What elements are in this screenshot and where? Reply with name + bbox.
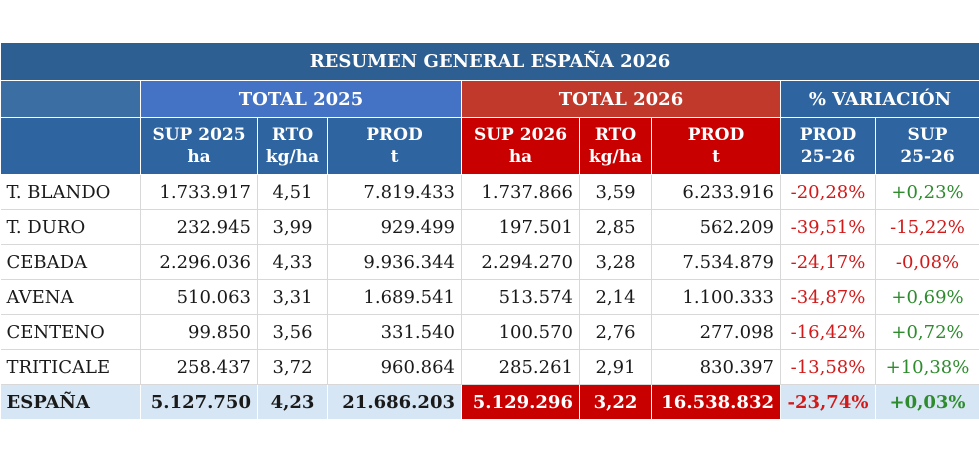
cell-sup-2025: 258.437 xyxy=(140,349,258,385)
cell-prod-2026: 277.098 xyxy=(651,314,781,350)
cell-var-prod: -39,51% xyxy=(780,209,876,245)
cell-rto-2025: 3,99 xyxy=(257,209,328,245)
cell-var-prod: -24,17% xyxy=(780,244,876,280)
cell-rto-2026: 3,59 xyxy=(579,174,652,210)
subheader-var-sup: SUP 25-26 xyxy=(875,117,979,175)
table-row: TRITICALE 258.437 3,72 960.864 285.261 2,91 83… xyxy=(0,349,979,385)
cell-var-sup: +0,23% xyxy=(875,174,979,210)
cell-prod-2026: 562.209 xyxy=(651,209,781,245)
cell-var-sup: -15,22% xyxy=(875,209,979,245)
cell-sup-2025: 1.733.917 xyxy=(140,174,258,210)
subheader-rto-2025: RTO kg/ha xyxy=(257,117,328,175)
cell-rto-2026: 2,76 xyxy=(579,314,652,350)
cell-prod-2025: 929.499 xyxy=(327,209,462,245)
total-sup-2026: 5.129.296 xyxy=(461,384,580,419)
cell-sup-2026: 100.570 xyxy=(461,314,580,350)
cell-sup-2026: 513.574 xyxy=(461,279,580,315)
cell-prod-2025: 9.936.344 xyxy=(327,244,462,280)
cell-var-sup: +0,69% xyxy=(875,279,979,315)
group-header-total-2026: TOTAL 2026 xyxy=(461,80,781,118)
total-var-prod: -23,74% xyxy=(780,384,876,419)
cell-var-prod: -16,42% xyxy=(780,314,876,350)
cell-prod-2025: 1.689.541 xyxy=(327,279,462,315)
cell-prod-2025: 7.819.433 xyxy=(327,174,462,210)
table-row: AVENA 510.063 3,31 1.689.541 513.574 2,14 1.10… xyxy=(0,279,979,315)
subheader-sup-2026: SUP 2026 ha xyxy=(461,117,580,175)
cell-sup-2026: 2.294.270 xyxy=(461,244,580,280)
total-prod-2026: 16.538.832 xyxy=(651,384,781,419)
subheader-rto-2026: RTO kg/ha xyxy=(579,117,652,175)
cell-sup-2025: 2.296.036 xyxy=(140,244,258,280)
subheader-var-prod: PROD 25-26 xyxy=(780,117,876,175)
total-name: ESPAÑA xyxy=(0,384,141,419)
row-name: TRITICALE xyxy=(0,349,141,385)
total-sup-2025: 5.127.750 xyxy=(140,384,258,419)
cell-sup-2026: 285.261 xyxy=(461,349,580,385)
cell-sup-2025: 232.945 xyxy=(140,209,258,245)
cell-prod-2025: 331.540 xyxy=(327,314,462,350)
cell-sup-2025: 510.063 xyxy=(140,279,258,315)
total-rto-2026: 3,22 xyxy=(579,384,652,419)
cell-prod-2026: 7.534.879 xyxy=(651,244,781,280)
cell-var-sup: +0,72% xyxy=(875,314,979,350)
cell-var-sup: +10,38% xyxy=(875,349,979,385)
cell-prod-2026: 1.100.333 xyxy=(651,279,781,315)
table-title: RESUMEN GENERAL ESPAÑA 2026 xyxy=(0,42,979,81)
cell-var-prod: -13,58% xyxy=(780,349,876,385)
subheader-prod-2026: PROD t xyxy=(651,117,781,175)
cell-prod-2026: 6.233.916 xyxy=(651,174,781,210)
total-row: ESPAÑA 5.127.750 4,23 21.686.203 5.129.2… xyxy=(0,384,979,419)
cell-rto-2025: 3,31 xyxy=(257,279,328,315)
table-row: CEBADA 2.296.036 4,33 9.936.344 2.294.270 3,2… xyxy=(0,244,979,280)
cell-rto-2026: 2,14 xyxy=(579,279,652,315)
row-name: CEBADA xyxy=(0,244,141,280)
total-rto-2025: 4,23 xyxy=(257,384,328,419)
cell-sup-2026: 197.501 xyxy=(461,209,580,245)
cell-prod-2026: 830.397 xyxy=(651,349,781,385)
cell-sup-2025: 99.850 xyxy=(140,314,258,350)
cell-rto-2025: 3,72 xyxy=(257,349,328,385)
table-row: T. DURO 232.945 3,99 929.499 197.501 2,85 562.… xyxy=(0,209,979,245)
cell-var-prod: -20,28% xyxy=(780,174,876,210)
row-name: CENTENO xyxy=(0,314,141,350)
cell-var-sup: -0,08% xyxy=(875,244,979,280)
subheader-blank xyxy=(0,117,141,175)
row-name: T. DURO xyxy=(0,209,141,245)
cell-rto-2025: 4,33 xyxy=(257,244,328,280)
group-header-total-2025: TOTAL 2025 xyxy=(140,80,462,118)
subheader-prod-2025: PROD t xyxy=(327,117,462,175)
table-row: CENTENO 99.850 3,56 331.540 100.570 2,76 277.0… xyxy=(0,314,979,350)
cell-rto-2025: 3,56 xyxy=(257,314,328,350)
cell-rto-2025: 4,51 xyxy=(257,174,328,210)
summary-table: RESUMEN GENERAL ESPAÑA 2026 TOTAL 2025 T… xyxy=(0,42,979,419)
total-prod-2025: 21.686.203 xyxy=(327,384,462,419)
cell-prod-2025: 960.864 xyxy=(327,349,462,385)
group-header-blank xyxy=(0,80,141,118)
table-row: T. BLANDO 1.733.917 4,51 7.819.433 1.737.866… xyxy=(0,174,979,210)
cell-var-prod: -34,87% xyxy=(780,279,876,315)
subheader-sup-2025: SUP 2025 ha xyxy=(140,117,258,175)
total-var-sup: +0,03% xyxy=(875,384,979,419)
cell-rto-2026: 2,85 xyxy=(579,209,652,245)
cell-sup-2026: 1.737.866 xyxy=(461,174,580,210)
group-header-variacion: % VARIACIÓN xyxy=(780,80,979,118)
row-name: AVENA xyxy=(0,279,141,315)
cell-rto-2026: 2,91 xyxy=(579,349,652,385)
cell-rto-2026: 3,28 xyxy=(579,244,652,280)
row-name: T. BLANDO xyxy=(0,174,141,210)
